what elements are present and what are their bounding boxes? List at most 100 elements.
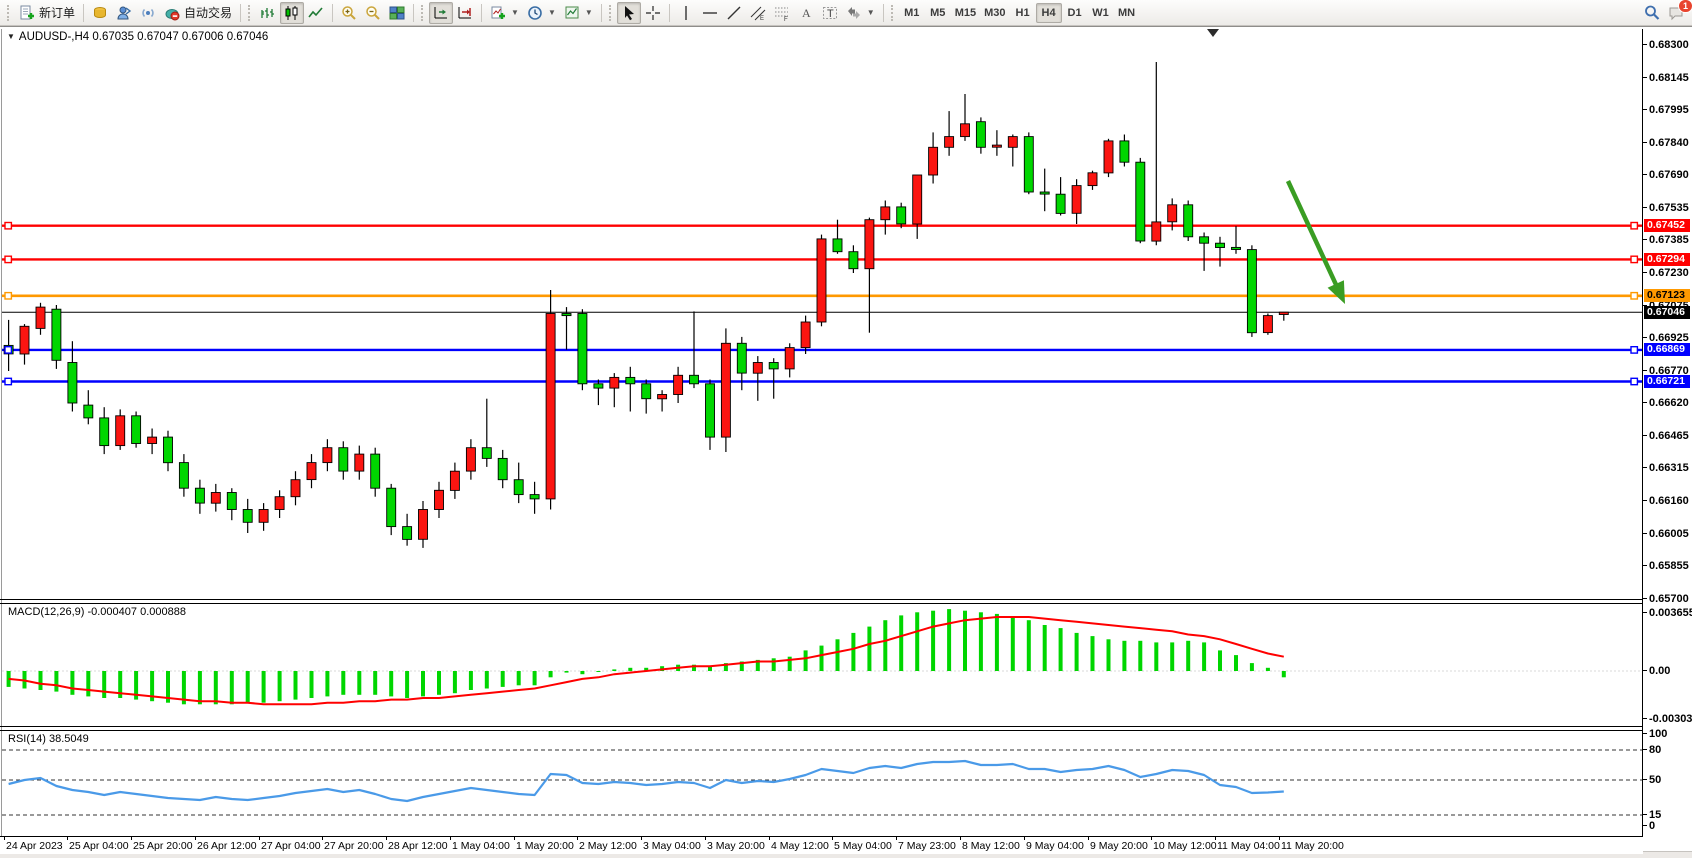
- toolbar-grip[interactable]: [7, 4, 12, 21]
- timeframe-h4-button[interactable]: H4: [1035, 2, 1062, 23]
- time-label: 2 May 12:00: [579, 840, 637, 852]
- time-tick: [450, 837, 451, 840]
- chart-shift-button[interactable]: [453, 2, 477, 24]
- time-tick: [577, 837, 578, 840]
- zoom-out-icon: [366, 5, 380, 20]
- zoom-in-icon: [342, 5, 356, 20]
- templates-button[interactable]: ▼: [560, 2, 597, 24]
- search-button[interactable]: [1640, 2, 1664, 24]
- time-label: 4 May 12:00: [771, 840, 829, 852]
- timeframe-h1-button[interactable]: H1: [1015, 6, 1030, 19]
- rsi-axis-label: 100: [1643, 728, 1667, 740]
- macd-axis-label: -0.00303: [1643, 713, 1692, 725]
- shapes-tool-button[interactable]: ▼: [842, 2, 879, 24]
- label-icon: T: [822, 6, 837, 20]
- time-tick: [195, 837, 196, 840]
- indicators-dropdown-caret: ▼: [511, 8, 519, 17]
- time-tick: [386, 837, 387, 840]
- price-tick-label: 0.66770: [1643, 365, 1689, 377]
- profile-button[interactable]: [112, 2, 136, 24]
- time-tick: [705, 837, 706, 840]
- text-tool-button[interactable]: A: [794, 2, 818, 24]
- toolbar-grip[interactable]: [890, 4, 896, 21]
- periods-button[interactable]: ▼: [523, 2, 560, 24]
- timeframe-group: M1 M5 M15 M30 H1 H4 D1 W1 MN: [899, 2, 1140, 23]
- svg-text:T: T: [827, 8, 834, 20]
- shapes-dropdown-caret: ▼: [866, 8, 875, 17]
- time-tick: [960, 837, 961, 840]
- rsi-axis-label: 50: [1643, 774, 1661, 786]
- price-tick-label: 0.67385: [1643, 234, 1689, 246]
- timeframe-m15-button[interactable]: M15: [954, 6, 977, 19]
- bar-chart-icon: [261, 7, 275, 18]
- timeframe-m1-button[interactable]: M1: [904, 6, 920, 19]
- toolbar-grip[interactable]: [248, 4, 253, 21]
- new-order-button[interactable]: 新订单: [15, 2, 79, 24]
- time-label: 7 May 23:00: [898, 840, 956, 852]
- rsi-indicator-label: RSI(14) 38.5049: [8, 733, 89, 745]
- trendline-icon: [727, 6, 741, 19]
- candle-chart-button[interactable]: [280, 1, 305, 24]
- crosshair-button[interactable]: [641, 2, 665, 24]
- trendline-tool-button[interactable]: [722, 2, 746, 24]
- price-tick-label: 0.68145: [1643, 72, 1689, 84]
- bar-chart-button[interactable]: [256, 2, 280, 24]
- chart-title-collapse-icon[interactable]: ▼: [7, 32, 15, 41]
- toolbar-grip[interactable]: [421, 4, 426, 21]
- toolbar-grip[interactable]: [608, 4, 614, 21]
- hline-tool-button[interactable]: [698, 2, 722, 24]
- main-toolbar: 新订单 自动交易 ▼: [0, 0, 1692, 26]
- toolbar-separator: [668, 3, 670, 22]
- time-label: 3 May 20:00: [707, 840, 765, 852]
- time-label: 11 May 04:00: [1217, 840, 1280, 852]
- time-tick: [1088, 837, 1089, 840]
- chart-shift-icon: [458, 6, 472, 18]
- signals-button[interactable]: [136, 2, 160, 24]
- autotrade-button[interactable]: 自动交易: [160, 2, 236, 24]
- vline-tool-button[interactable]: [674, 2, 698, 24]
- indicators-button[interactable]: ▼: [486, 2, 523, 24]
- chart-plot[interactable]: [0, 29, 1643, 837]
- price-tick-label: 0.67690: [1643, 169, 1689, 181]
- chat-button[interactable]: 1: [1664, 0, 1692, 24]
- zoom-in-button[interactable]: [337, 2, 361, 24]
- time-axis[interactable]: 24 Apr 2023 25 Apr 04:00 25 Apr 20:00 26 Ap…: [0, 837, 1643, 854]
- zoom-out-button[interactable]: [361, 2, 385, 24]
- cursor-button[interactable]: [616, 1, 641, 24]
- price-axis[interactable]: 0.68300 0.68145 0.67995 0.67840 0.67690 0.675…: [1643, 27, 1692, 837]
- time-label: 3 May 04:00: [643, 840, 701, 852]
- line-chart-button[interactable]: [304, 2, 328, 24]
- time-tick: [67, 837, 68, 840]
- indicators-icon: [491, 6, 506, 19]
- tile-windows-icon: [389, 6, 405, 19]
- price-tick-label: 0.65700: [1643, 593, 1689, 605]
- price-tick-label: 0.66465: [1643, 430, 1689, 442]
- tile-windows-button[interactable]: [385, 2, 409, 24]
- chart-shift-marker[interactable]: [1207, 29, 1219, 37]
- timeframe-w1-button[interactable]: W1: [1092, 6, 1109, 19]
- svg-text:A: A: [802, 6, 811, 20]
- price-tick-label: 0.66315: [1643, 462, 1689, 474]
- hline-icon: [702, 11, 717, 14]
- time-label: 25 Apr 20:00: [133, 840, 193, 852]
- fibo-tool-button[interactable]: F: [770, 2, 794, 24]
- toolbar-separator: [882, 3, 884, 22]
- time-label: 9 May 04:00: [1026, 840, 1084, 852]
- time-label: 1 May 20:00: [516, 840, 574, 852]
- new-order-label: 新订单: [39, 6, 76, 20]
- auto-scroll-button[interactable]: [429, 1, 454, 24]
- timeframe-m30-button[interactable]: M30: [984, 6, 1006, 19]
- toolbar-separator: [481, 3, 483, 22]
- timeframe-mn-button[interactable]: MN: [1117, 6, 1136, 19]
- price-tick-label: 0.68300: [1643, 39, 1689, 51]
- crosshair-icon: [645, 5, 660, 20]
- market-gold-button[interactable]: [88, 2, 112, 24]
- time-tick: [896, 837, 897, 840]
- channel-tool-button[interactable]: E: [746, 2, 770, 24]
- timeframe-d1-button[interactable]: D1: [1067, 6, 1082, 19]
- price-tick-label: 0.67230: [1643, 267, 1689, 279]
- timeframe-m5-button[interactable]: M5: [930, 6, 946, 19]
- label-tool-button[interactable]: T: [818, 2, 842, 24]
- price-tick-label: 0.65855: [1643, 560, 1689, 572]
- price-line-label: 0.66869: [1644, 343, 1690, 356]
